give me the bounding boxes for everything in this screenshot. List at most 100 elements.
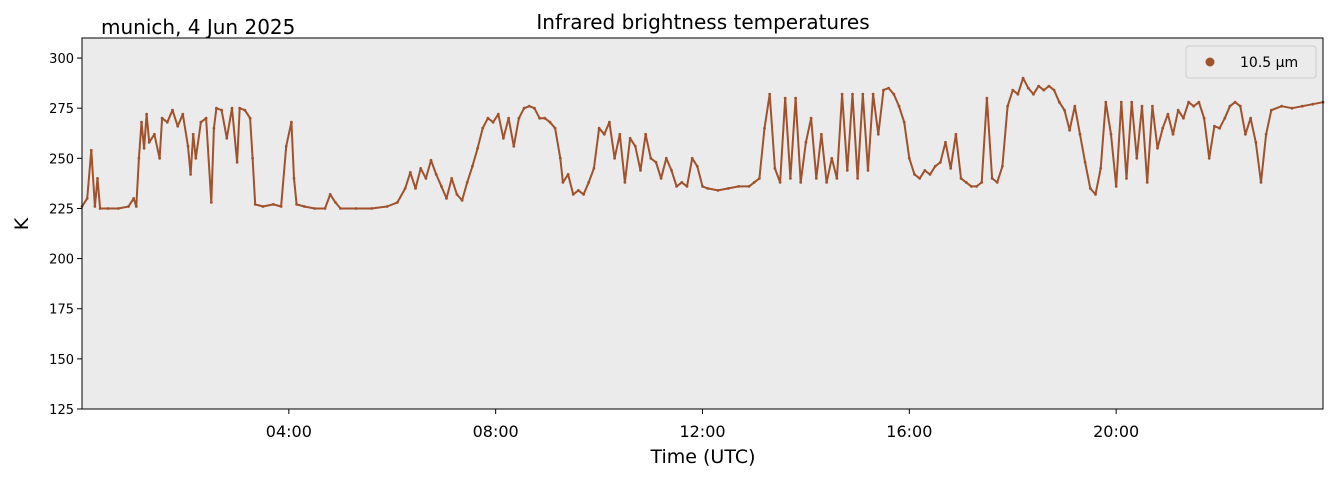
data-point (290, 120, 293, 124)
data-point (1140, 104, 1144, 108)
data-point (778, 181, 782, 184)
data-point (975, 185, 978, 188)
data-point (737, 185, 741, 188)
data-point (794, 96, 797, 100)
data-point (1166, 112, 1170, 116)
data-point (543, 116, 547, 120)
data-point (1063, 108, 1066, 112)
data-point (98, 207, 102, 210)
data-point (502, 136, 505, 140)
data-point (230, 106, 234, 110)
data-point (577, 189, 580, 192)
x-axis-label: Time (UTC) (649, 446, 755, 468)
data-point (1218, 126, 1221, 130)
data-point (481, 126, 485, 130)
data-point (186, 144, 190, 148)
legend-label: 10.5 µm (1240, 55, 1298, 71)
y-tick-label: 175 (49, 303, 74, 318)
data-point (1182, 116, 1185, 120)
data-point (949, 167, 953, 170)
data-point (861, 92, 865, 96)
data-point (928, 173, 932, 176)
data-point (918, 177, 922, 180)
data-point (1202, 116, 1206, 120)
data-point (628, 136, 632, 140)
x-tick-label: 16:00 (886, 422, 932, 441)
x-axis: 04:00 08:00 12:00 16:00 20:00 (266, 409, 1139, 441)
data-point (465, 181, 469, 184)
data-point (902, 120, 906, 124)
data-point (809, 116, 813, 120)
data-point (845, 169, 849, 172)
data-point (181, 112, 185, 116)
y-tick-label: 150 (49, 353, 74, 368)
data-point (1130, 100, 1134, 104)
plot-background (82, 38, 1323, 409)
data-point (271, 203, 275, 206)
data-point (445, 197, 448, 200)
data-point (403, 187, 407, 190)
data-point (887, 86, 890, 90)
chart-title: Infrared brightness temperatures (536, 10, 869, 34)
data-point (517, 116, 521, 120)
data-point (522, 106, 526, 110)
data-point (1254, 140, 1258, 144)
data-point (1228, 104, 1232, 108)
data-point (292, 177, 296, 180)
data-point (566, 173, 570, 176)
data-point (1001, 164, 1004, 168)
data-point (476, 146, 479, 150)
data-point (134, 205, 138, 208)
data-point (194, 156, 198, 160)
data-point (212, 126, 216, 130)
data-point (153, 132, 156, 136)
data-point (1249, 116, 1252, 120)
data-point (199, 120, 203, 124)
data-point (608, 120, 611, 124)
data-point (923, 169, 927, 172)
data-point (882, 88, 885, 92)
data-point (773, 167, 777, 170)
data-point (313, 207, 317, 210)
data-point (1311, 102, 1315, 106)
data-point (189, 173, 193, 176)
data-point (964, 181, 968, 184)
y-axis-label: K (11, 217, 33, 230)
data-point (1083, 160, 1087, 164)
data-point (1171, 132, 1175, 136)
data-point (1223, 116, 1227, 120)
data-point (618, 132, 622, 136)
data-point (1094, 193, 1097, 196)
data-point (1238, 104, 1242, 108)
data-point (613, 156, 616, 160)
y-tick-label: 275 (49, 102, 74, 117)
data-point (830, 156, 834, 160)
data-point (690, 156, 694, 160)
data-point (1078, 132, 1082, 136)
data-point (408, 171, 412, 174)
data-point (1259, 181, 1263, 184)
data-point (507, 116, 510, 120)
data-point (385, 205, 389, 208)
data-point (913, 173, 916, 176)
data-point (633, 144, 637, 148)
x-tick-label: 12:00 (679, 422, 725, 441)
data-point (1280, 104, 1283, 108)
data-point (856, 177, 859, 180)
data-point (142, 146, 146, 150)
data-point (85, 197, 89, 200)
data-point (1187, 100, 1190, 104)
data-point (450, 177, 454, 180)
x-tick-label: 08:00 (473, 422, 519, 441)
data-point (933, 164, 937, 168)
data-point (1104, 100, 1108, 104)
data-point (558, 156, 562, 160)
data-point (680, 181, 684, 184)
data-point (1264, 132, 1268, 136)
data-point (1213, 124, 1216, 128)
y-tick-label: 125 (49, 403, 74, 418)
data-point (783, 96, 787, 100)
data-point (527, 104, 531, 108)
data-point (602, 132, 606, 136)
data-point (328, 193, 332, 196)
